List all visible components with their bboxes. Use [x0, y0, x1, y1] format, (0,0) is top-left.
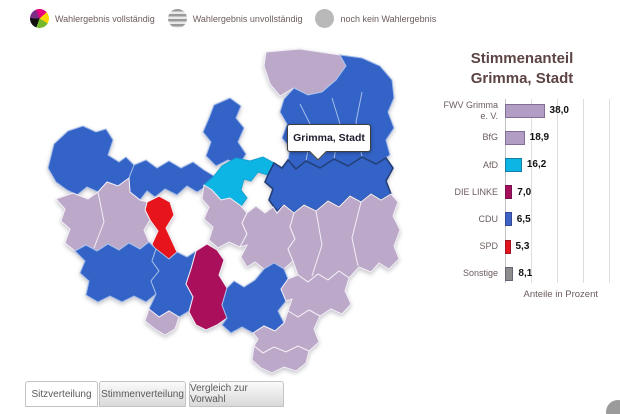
bar [505, 239, 511, 254]
legend-label: noch kein Wahlergebnis [340, 13, 437, 24]
party-label: AfD [482, 159, 498, 170]
map-region-west-blue-band[interactable] [128, 159, 215, 201]
bar [505, 157, 522, 172]
chart-row: BfG 18,9 [436, 124, 616, 151]
plain-circle-icon [315, 9, 335, 28]
striped-circle-icon [167, 9, 187, 28]
party-label: SPD [479, 241, 498, 252]
map-region-southwest-blue-2[interactable] [148, 248, 197, 318]
chart-rows: FWV Grimma e. V. 38,0 BfG 18,9 AfD 16,2 DIE LI… [436, 97, 616, 287]
legend-item-complete: Wahlergebnis vollständig [30, 9, 155, 28]
tab-sitzverteilung[interactable]: Sitzverteilung [25, 381, 98, 407]
chart-axis-caption: Anteile in Prozent [523, 289, 598, 300]
chart-row: FWV Grimma e. V. 38,0 [436, 97, 616, 124]
municipal-border-line [351, 201, 362, 267]
bar-value: 18,9 [529, 132, 550, 144]
bar [505, 212, 512, 227]
bar-value: 38,0 [549, 105, 569, 117]
party-label: BfG [482, 132, 498, 143]
party-label: Sonstige [462, 268, 498, 279]
map-region-linke-magenta[interactable] [185, 243, 228, 331]
map-region-northwest-blue[interactable] [47, 125, 135, 196]
chart-title-line1: Stimmenanteil [470, 50, 574, 67]
bar-value: 16,2 [526, 159, 547, 171]
chart-row: DIE LINKE 7,0 [436, 179, 616, 206]
map-region-north-center-blue[interactable] [202, 97, 247, 167]
legend-item-none: noch kein Wahlergebnis [315, 9, 436, 28]
legend-item-incomplete: Wahlergebnis unvollständig [167, 9, 303, 28]
tab-stimmenverteilung[interactable]: Stimmenverteilung [99, 381, 186, 407]
bar-value: 7,0 [517, 186, 532, 198]
party-label: CDU [478, 213, 499, 224]
bar-value: 6,5 [516, 213, 531, 225]
party-label: FWV Grimma e. V. [443, 99, 499, 121]
chart-row: CDU 6,5 [436, 206, 616, 233]
chart-gridlines [505, 99, 611, 283]
legend-label: Wahlergebnis vollständig [55, 13, 155, 24]
map-tooltip: Grimma, Stadt [287, 124, 371, 161]
map-region-southwest-blue-1[interactable] [74, 241, 160, 303]
party-label: DIE LINKE [454, 186, 498, 197]
chart-row: AfD 16,2 [436, 151, 616, 178]
bar [505, 266, 514, 281]
tab-vergleich-zur-vorwahl[interactable]: Vergleich zur Vorwahl [189, 381, 284, 407]
bar-value: 5,3 [515, 241, 530, 253]
bar [505, 185, 513, 200]
map-region-center-lavender[interactable] [238, 204, 296, 270]
bar [505, 103, 545, 118]
municipal-border-line [311, 210, 323, 277]
map-tooltip-label: Grimma, Stadt [293, 132, 365, 144]
bar-value: 8,1 [518, 268, 533, 280]
map-region-south-blue[interactable] [221, 262, 289, 334]
map-region-southwest-lavender[interactable] [144, 308, 180, 336]
status-legend: Wahlergebnis vollständig Wahlergebnis un… [30, 9, 449, 28]
map-region-south-lavender-1[interactable] [280, 270, 352, 318]
pie-multicolor-icon [30, 9, 49, 28]
chart-row: Sonstige 8,1 [436, 260, 616, 287]
bar [505, 130, 525, 145]
vote-share-bar-chart: FWV Grimma e. V. 38,0 BfG 18,9 AfD 16,2 DIE LI… [436, 97, 616, 289]
municipal-border-line [93, 191, 105, 249]
legend-label: Wahlergebnis unvollständig [192, 13, 303, 24]
chart-title: Stimmenanteil Grimma, Stadt [436, 49, 608, 90]
chart-title-line2: Grimma, Stadt [470, 70, 574, 88]
corner-circle-button[interactable] [606, 400, 620, 414]
map-region-south-lavender-3[interactable] [251, 345, 310, 374]
chart-row: SPD 5,3 [436, 233, 616, 260]
map-region-southeast-lavender[interactable] [287, 193, 401, 283]
